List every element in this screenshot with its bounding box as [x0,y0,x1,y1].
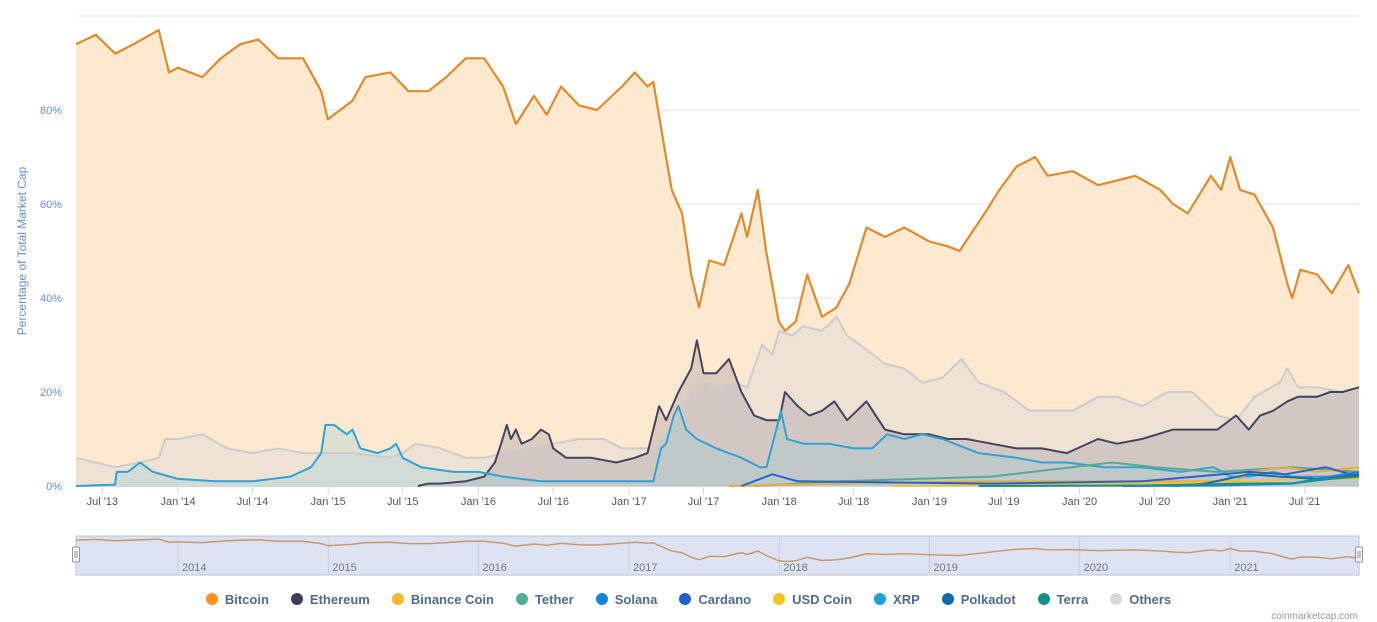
legend-label: Others [1129,591,1172,607]
legend-label: Terra [1056,591,1089,607]
legend-marker [1110,593,1123,605]
area-others [76,316,1359,486]
x-tick-label: Jan '16 [461,496,496,508]
navigator-year-label: 2017 [633,562,657,574]
y-tick-label: 80% [40,105,62,117]
legend-marker [773,593,786,605]
legend-label: Ethereum [309,591,370,607]
x-tick-label: Jan '15 [311,496,346,508]
legend-item-terra[interactable]: Terra [1037,591,1089,607]
legend-item-bitcoin[interactable]: Bitcoin [205,591,269,607]
navigator-handle-left[interactable] [72,546,80,563]
legend-label: Bitcoin [224,591,269,607]
series-line-cardano[interactable] [741,466,1360,487]
navigator-year-label: 2016 [482,562,506,574]
x-tick-label: Jul '16 [538,496,569,508]
series-line-terra[interactable] [978,475,1360,487]
chart-credit[interactable]: coinmarketcap.com [1271,611,1358,622]
series-line-xrp[interactable] [75,405,1359,487]
y-axis-title: Percentage of Total Market Cap [15,166,29,335]
legend-label: USD Coin [792,591,853,607]
navigator-handle-right[interactable] [1355,546,1363,563]
series-line-others[interactable] [75,315,1360,469]
legend-item-others[interactable]: Others [1110,592,1171,607]
x-tick-label: Jul '17 [688,496,719,508]
x-tick-label: Jan '14 [160,496,195,508]
chart-legend: Bitcoin Ethereum Binance Coin Tether Solana C… [0,588,1377,610]
legend-item-xrp[interactable]: XRP [874,592,920,607]
legend-label: Polkadot [960,591,1016,607]
legend-item-solana[interactable]: Solana [595,591,658,607]
navigator-year-label: 2014 [182,562,206,574]
legend-label: Cardano [698,591,752,607]
legend-marker [1037,593,1050,605]
area-bitcoin [76,30,1359,486]
legend-item-tether[interactable]: Tether [515,591,574,607]
series-line-bitcoin[interactable] [75,29,1361,332]
x-tick-label: Jan '20 [1062,496,1097,508]
x-tick-label: Jan '21 [1213,496,1248,508]
x-tick-label: Jul '21 [1289,496,1320,508]
y-tick-label: 20% [40,387,62,399]
area-xrp [76,406,1359,486]
legend-marker [515,593,528,605]
legend-item-polkadot[interactable]: Polkadot [941,591,1016,607]
navigator-year-label: 2021 [1234,562,1258,574]
legend-label: Tether [534,591,574,607]
legend-item-ethereum[interactable]: Ethereum [290,591,370,607]
legend-marker [941,593,954,605]
x-tick-label: Jul '14 [237,496,268,508]
legend-marker [205,593,218,605]
x-tick-label: Jul '18 [838,496,869,508]
legend-label: Solana [614,591,658,607]
legend-marker [874,593,887,605]
legend-item-binance-coin[interactable]: Binance Coin [391,591,494,607]
y-tick-label: 40% [40,293,62,305]
legend-marker [290,593,303,605]
legend-item-cardano[interactable]: Cardano [679,592,751,607]
time-navigator[interactable]: 2014 2015 2016 2017 2018 2019 2020 2021 [72,535,1363,576]
legend-marker [679,593,692,605]
area-ethereum [417,340,1359,486]
series-line-ethereum[interactable] [417,339,1360,487]
legend-marker [595,593,608,605]
navigator-year-label: 2018 [783,562,807,574]
legend-label: Binance Coin [410,591,494,607]
legend-item-usd-coin[interactable]: USD Coin [773,592,852,607]
navigator-series-line [75,538,1360,563]
navigator-year-label: 2019 [933,562,957,574]
x-tick-label: Jul '15 [387,496,418,508]
navigator-year-label: 2020 [1084,562,1108,574]
x-tick-label: Jul '13 [87,496,118,508]
navigator-year-label: 2015 [332,562,356,574]
y-tick-label: 60% [40,199,62,211]
y-tick-label: 0% [46,481,62,493]
navigator-selection[interactable] [75,535,1360,576]
x-tick-label: Jul '20 [1139,496,1170,508]
x-tick-label: Jul '19 [988,496,1019,508]
x-tick-label: Jan '19 [912,496,947,508]
x-tick-label: Jan '18 [762,496,797,508]
x-tick-label: Jan '17 [611,496,646,508]
legend-label: XRP [893,591,920,607]
legend-marker [391,593,404,605]
